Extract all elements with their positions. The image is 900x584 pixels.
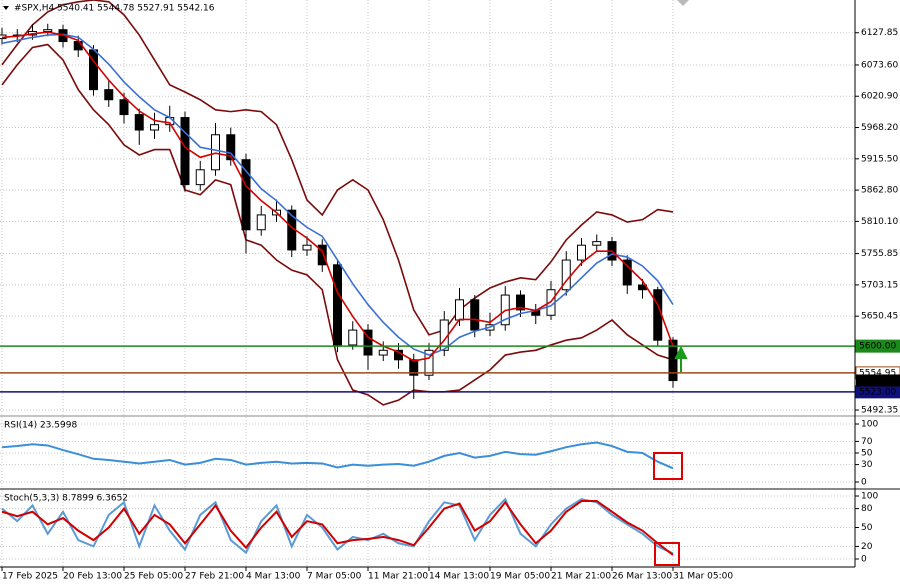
y-tick-label: 30 <box>861 460 873 470</box>
candle-body <box>561 259 571 291</box>
x-tick-label: 26 Mar 13:00 <box>612 572 672 582</box>
candle-body <box>211 134 220 171</box>
x-tick-label: 17 Feb 2025 <box>2 572 58 582</box>
candle-body <box>180 117 190 186</box>
candle-body <box>363 329 373 356</box>
menu-arrow[interactable] <box>3 6 9 10</box>
candle-body <box>333 264 342 346</box>
candle-body <box>119 99 129 116</box>
y-tick-label: 0 <box>861 478 867 488</box>
moving-average <box>1 31 674 362</box>
candle-body <box>455 299 464 321</box>
y-tick-label: 50 <box>861 523 873 533</box>
y-tick-label: 5492.35 <box>861 406 898 416</box>
candle-body <box>348 329 358 346</box>
current-price-box <box>856 374 900 387</box>
x-tick-label: 4 Mar 13:00 <box>246 572 301 582</box>
x-tick-label: 27 Feb 21:00 <box>185 572 244 582</box>
y-tick-label: 0 <box>861 555 867 565</box>
level-label-box <box>855 339 900 353</box>
indicator-line <box>1 500 674 556</box>
x-tick-label: 31 Mar 05:00 <box>673 572 733 582</box>
indicator-line <box>1 441 674 470</box>
candle-body <box>302 244 312 251</box>
indicator-line <box>1 497 674 555</box>
candle-body <box>89 49 98 91</box>
x-tick-label: 19 Mar 05:00 <box>490 572 550 582</box>
candle-body <box>43 29 53 32</box>
current-price-label: 5542.16 <box>859 376 896 386</box>
candle-body <box>73 41 83 51</box>
panel-title: #SPX,H4 5540.41 5544.78 5527.91 5542.16 <box>14 4 215 14</box>
x-tick-label: 14 Mar 13:00 <box>429 572 489 582</box>
candle-body <box>668 339 678 382</box>
y-tick-label: 80 <box>861 504 873 514</box>
y-tick-label: 6073.60 <box>861 60 898 70</box>
level-label: 5554.95 <box>859 368 896 378</box>
y-tick-label: 100 <box>861 420 878 430</box>
moving-average <box>1 33 674 356</box>
candle-body <box>256 214 266 231</box>
y-tick-label: 5810.10 <box>861 217 898 227</box>
candle-body <box>226 134 236 161</box>
y-tick-label: 100 <box>861 492 878 502</box>
up-arrow <box>674 345 688 372</box>
level-label: 5600.00 <box>859 342 896 352</box>
y-tick-label: 70 <box>861 437 873 447</box>
shift-marker <box>677 0 689 6</box>
candle-body <box>317 244 327 266</box>
panel-title: Stoch(5,3,3) 8.7899 6.3652 <box>4 494 128 504</box>
candle-body <box>195 169 205 186</box>
y-tick-label: 50 <box>861 449 873 459</box>
x-tick-label: 20 Feb 13:00 <box>63 572 122 582</box>
candle-body <box>241 159 251 231</box>
bollinger-band <box>1 43 674 406</box>
candle-body <box>378 349 388 356</box>
x-tick-label: 25 Feb 05:00 <box>124 572 183 582</box>
y-tick-label: 5968.20 <box>861 123 898 133</box>
candle-body <box>150 124 159 131</box>
y-tick-label: 5915.50 <box>861 154 898 164</box>
candle-body <box>424 349 434 376</box>
panel-title: RSI(14) 23.5998 <box>4 421 77 431</box>
candle-body <box>104 89 114 101</box>
y-tick-label: 6020.90 <box>861 92 898 102</box>
x-tick-label: 21 Mar 21:00 <box>551 572 611 582</box>
y-tick-label: 5862.80 <box>861 186 898 196</box>
y-tick-label: 6127.85 <box>861 28 898 38</box>
candle-body <box>409 359 419 376</box>
candle-body <box>592 241 602 246</box>
candle-body <box>134 114 144 131</box>
candle-body <box>577 244 586 261</box>
y-tick-label: 5650.45 <box>861 312 898 322</box>
y-tick-label: 5755.85 <box>861 249 898 259</box>
highlight-box <box>653 452 683 480</box>
level-label: 5523.00 <box>859 387 896 397</box>
x-tick-label: 7 Mar 05:00 <box>307 572 362 582</box>
y-tick-label: 20 <box>861 542 873 552</box>
x-tick-label: 11 Mar 21:00 <box>368 572 428 582</box>
highlight-box <box>654 542 680 566</box>
bollinger-band <box>1 0 674 336</box>
candle-body <box>516 294 525 311</box>
candle-body <box>653 289 663 341</box>
candle-body <box>470 299 480 331</box>
candle-body <box>622 259 632 286</box>
y-tick-label: 5703.15 <box>861 280 898 290</box>
